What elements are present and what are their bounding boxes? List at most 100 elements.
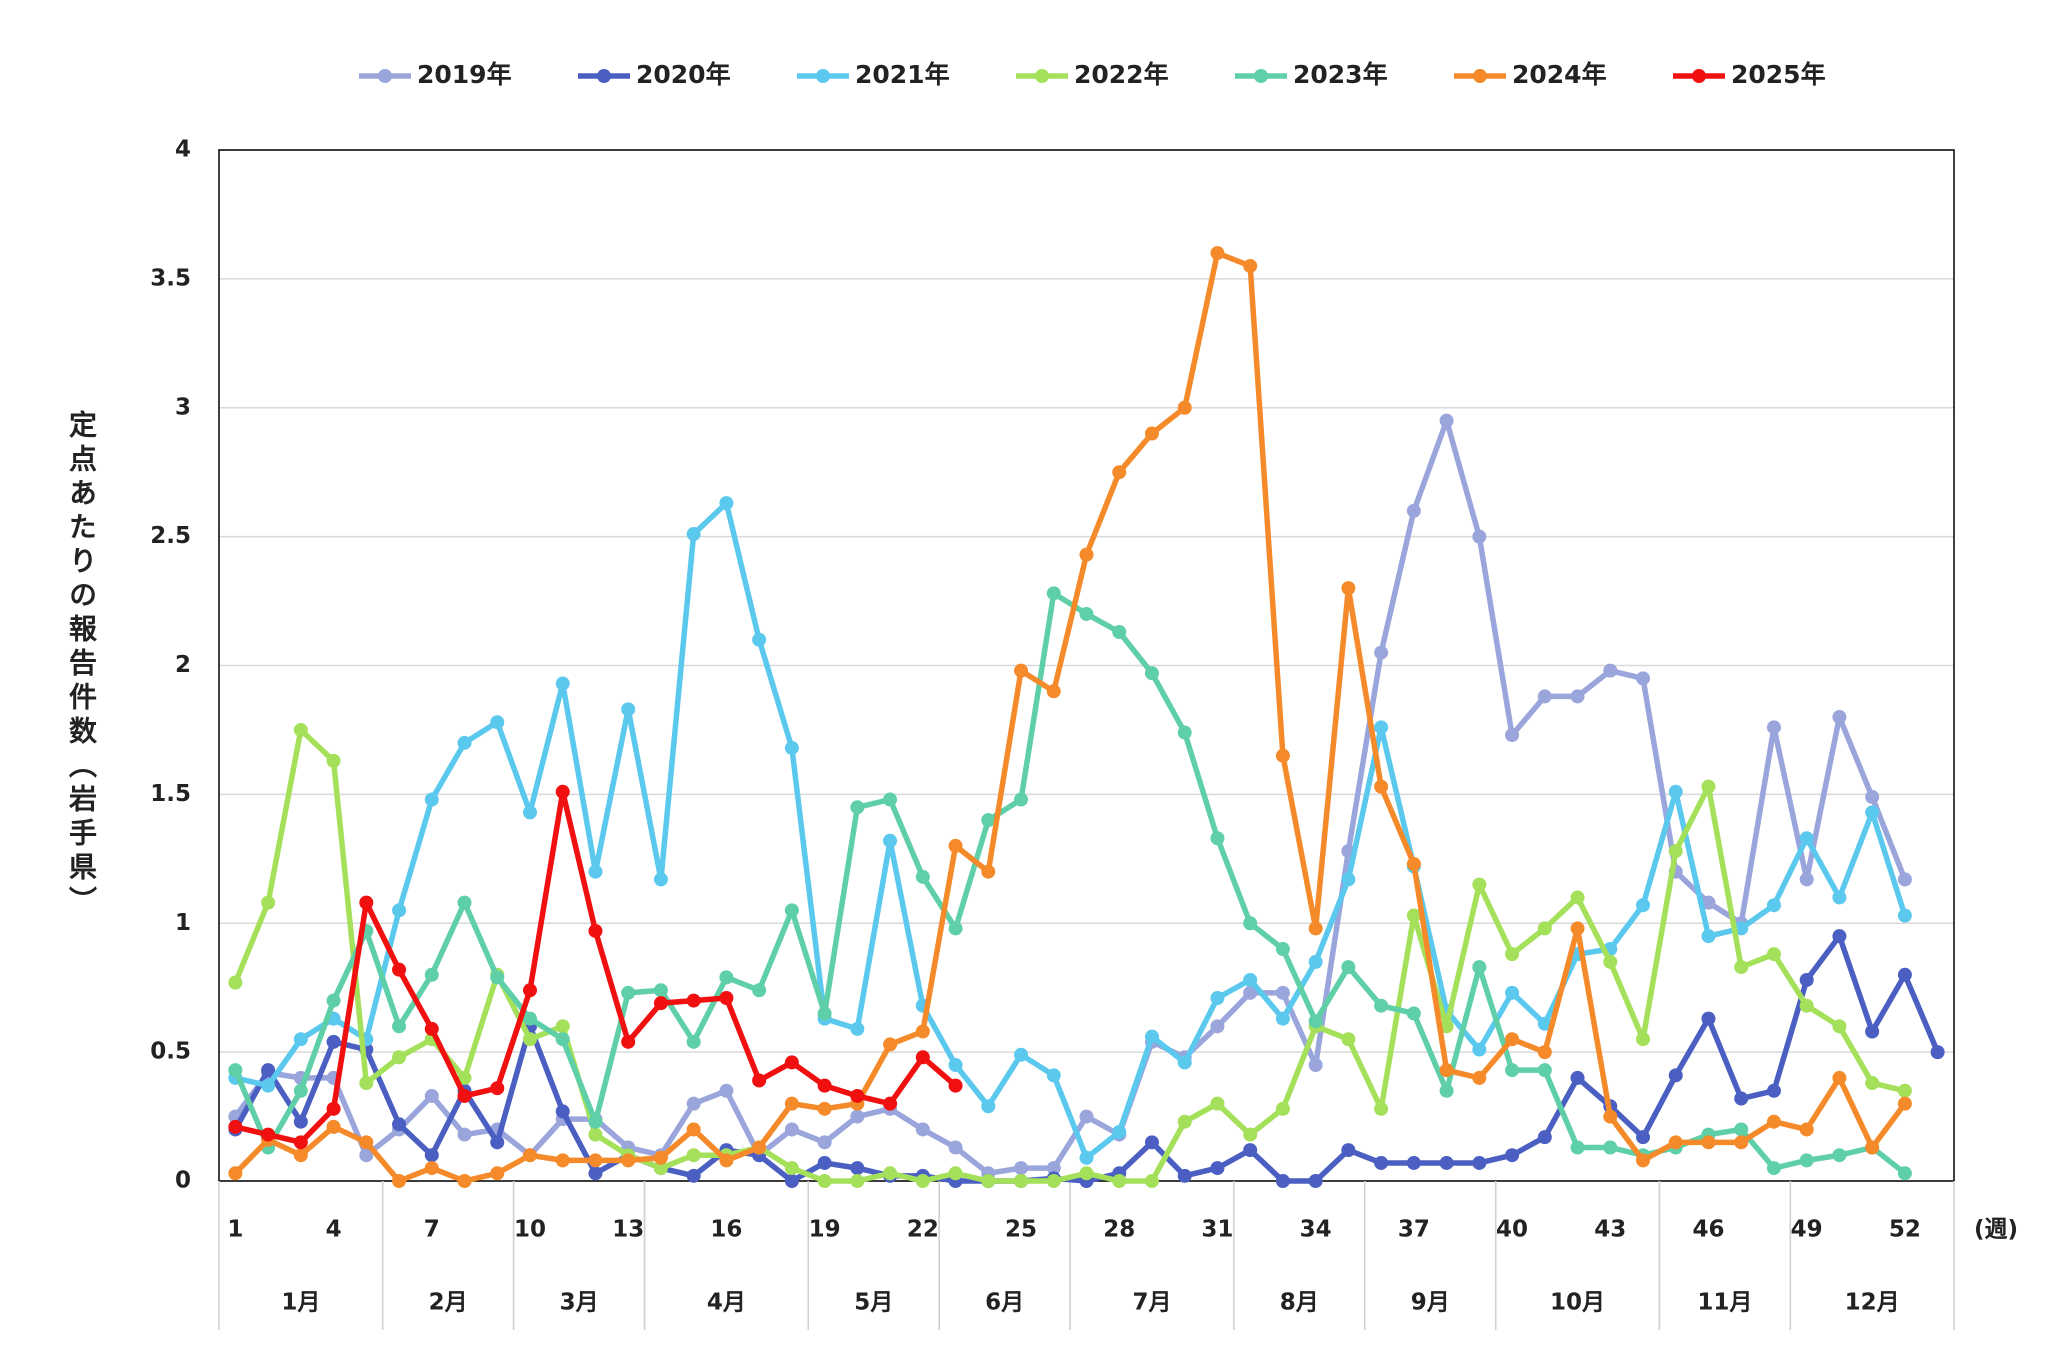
data-point [1537, 1130, 1552, 1145]
x-tick-label: 22 [907, 1217, 939, 1243]
data-point [1275, 942, 1290, 957]
data-point [1636, 1130, 1651, 1145]
x-tick-label: 34 [1300, 1217, 1332, 1243]
data-point [653, 872, 668, 887]
data-point [1897, 1096, 1912, 1111]
series-line [234, 500, 1908, 1161]
data-point [1570, 689, 1585, 704]
x-tick-label: 19 [809, 1217, 841, 1243]
data-point [1734, 960, 1749, 975]
data-point [1766, 947, 1781, 962]
data-point [1897, 872, 1912, 887]
data-point [1177, 1168, 1192, 1183]
data-point [457, 895, 472, 910]
series-line [233, 417, 1908, 1177]
data-point [1799, 1153, 1814, 1168]
data-point [1537, 1045, 1552, 1060]
data-point [1832, 1070, 1847, 1085]
data-point [1046, 1174, 1061, 1188]
data-point [424, 1161, 439, 1176]
data-point [522, 1032, 537, 1047]
data-point [1374, 1155, 1389, 1170]
month-label: 5月 [854, 1290, 893, 1316]
data-point [1701, 1135, 1716, 1150]
data-point [883, 792, 898, 807]
data-point [1014, 1047, 1029, 1062]
data-point [1570, 890, 1585, 905]
data-point [719, 990, 734, 1005]
data-point [1799, 972, 1814, 987]
data-point [326, 1101, 341, 1116]
data-point [1079, 1109, 1094, 1124]
data-point [1014, 1174, 1029, 1188]
x-tick-label: 52 [1889, 1217, 1921, 1243]
data-point [1832, 890, 1847, 905]
data-point [883, 833, 898, 848]
data-point [326, 1034, 341, 1049]
data-point [1636, 1032, 1651, 1047]
data-point [1112, 624, 1127, 639]
data-point [1897, 967, 1912, 982]
series-line [232, 727, 1906, 1184]
data-point [686, 1148, 701, 1163]
data-point [719, 970, 734, 985]
data-point [1177, 1114, 1192, 1129]
data-point [1210, 246, 1225, 261]
data-point [784, 1174, 799, 1188]
data-point [588, 1166, 603, 1181]
data-point [752, 632, 767, 647]
data-point [1112, 465, 1127, 480]
data-point [522, 1011, 537, 1026]
data-point [752, 1073, 767, 1088]
legend-label: 2023年 [1293, 60, 1388, 89]
data-point [1014, 663, 1029, 678]
data-point [261, 1078, 276, 1093]
data-point [392, 1117, 407, 1132]
data-point [1112, 1174, 1127, 1188]
data-point [424, 1021, 439, 1036]
data-point [588, 864, 603, 879]
data-point [817, 1155, 832, 1170]
data-point [621, 702, 636, 717]
data-point [555, 1104, 570, 1119]
data-point [817, 1006, 832, 1021]
data-point [686, 527, 701, 542]
data-point [457, 735, 472, 750]
data-point [1537, 689, 1552, 704]
data-point [1603, 954, 1618, 969]
data-point [1832, 1148, 1847, 1163]
data-point [1472, 1070, 1487, 1085]
data-point [1472, 1155, 1487, 1170]
data-point [686, 1168, 701, 1183]
data-point [1046, 586, 1061, 601]
month-label: 6月 [985, 1290, 1024, 1316]
data-point [424, 1088, 439, 1103]
legend-marker [378, 69, 392, 83]
x-tick-label: 4 [326, 1217, 342, 1243]
series-line [232, 590, 1907, 1176]
data-point [915, 869, 930, 884]
data-point [915, 1122, 930, 1137]
month-label: 12月 [1845, 1290, 1900, 1316]
data-point [850, 1174, 865, 1188]
data-point [1439, 1083, 1454, 1098]
data-point [850, 1088, 865, 1103]
legend-marker [1692, 69, 1706, 83]
data-point [588, 923, 603, 938]
data-point [392, 903, 407, 918]
data-point [490, 1166, 505, 1181]
data-point [522, 983, 537, 998]
data-point [817, 1135, 832, 1150]
data-point [326, 993, 341, 1008]
data-point [817, 1078, 832, 1093]
y-tick-label: 3 [175, 394, 191, 420]
data-point [1243, 1143, 1258, 1158]
data-point [653, 983, 668, 998]
data-point [261, 895, 276, 910]
legend-label: 2022年 [1074, 60, 1169, 89]
data-point [1766, 1161, 1781, 1176]
data-point [457, 1127, 472, 1142]
data-point [1701, 929, 1716, 944]
data-point [621, 985, 636, 1000]
data-point [1799, 872, 1814, 887]
